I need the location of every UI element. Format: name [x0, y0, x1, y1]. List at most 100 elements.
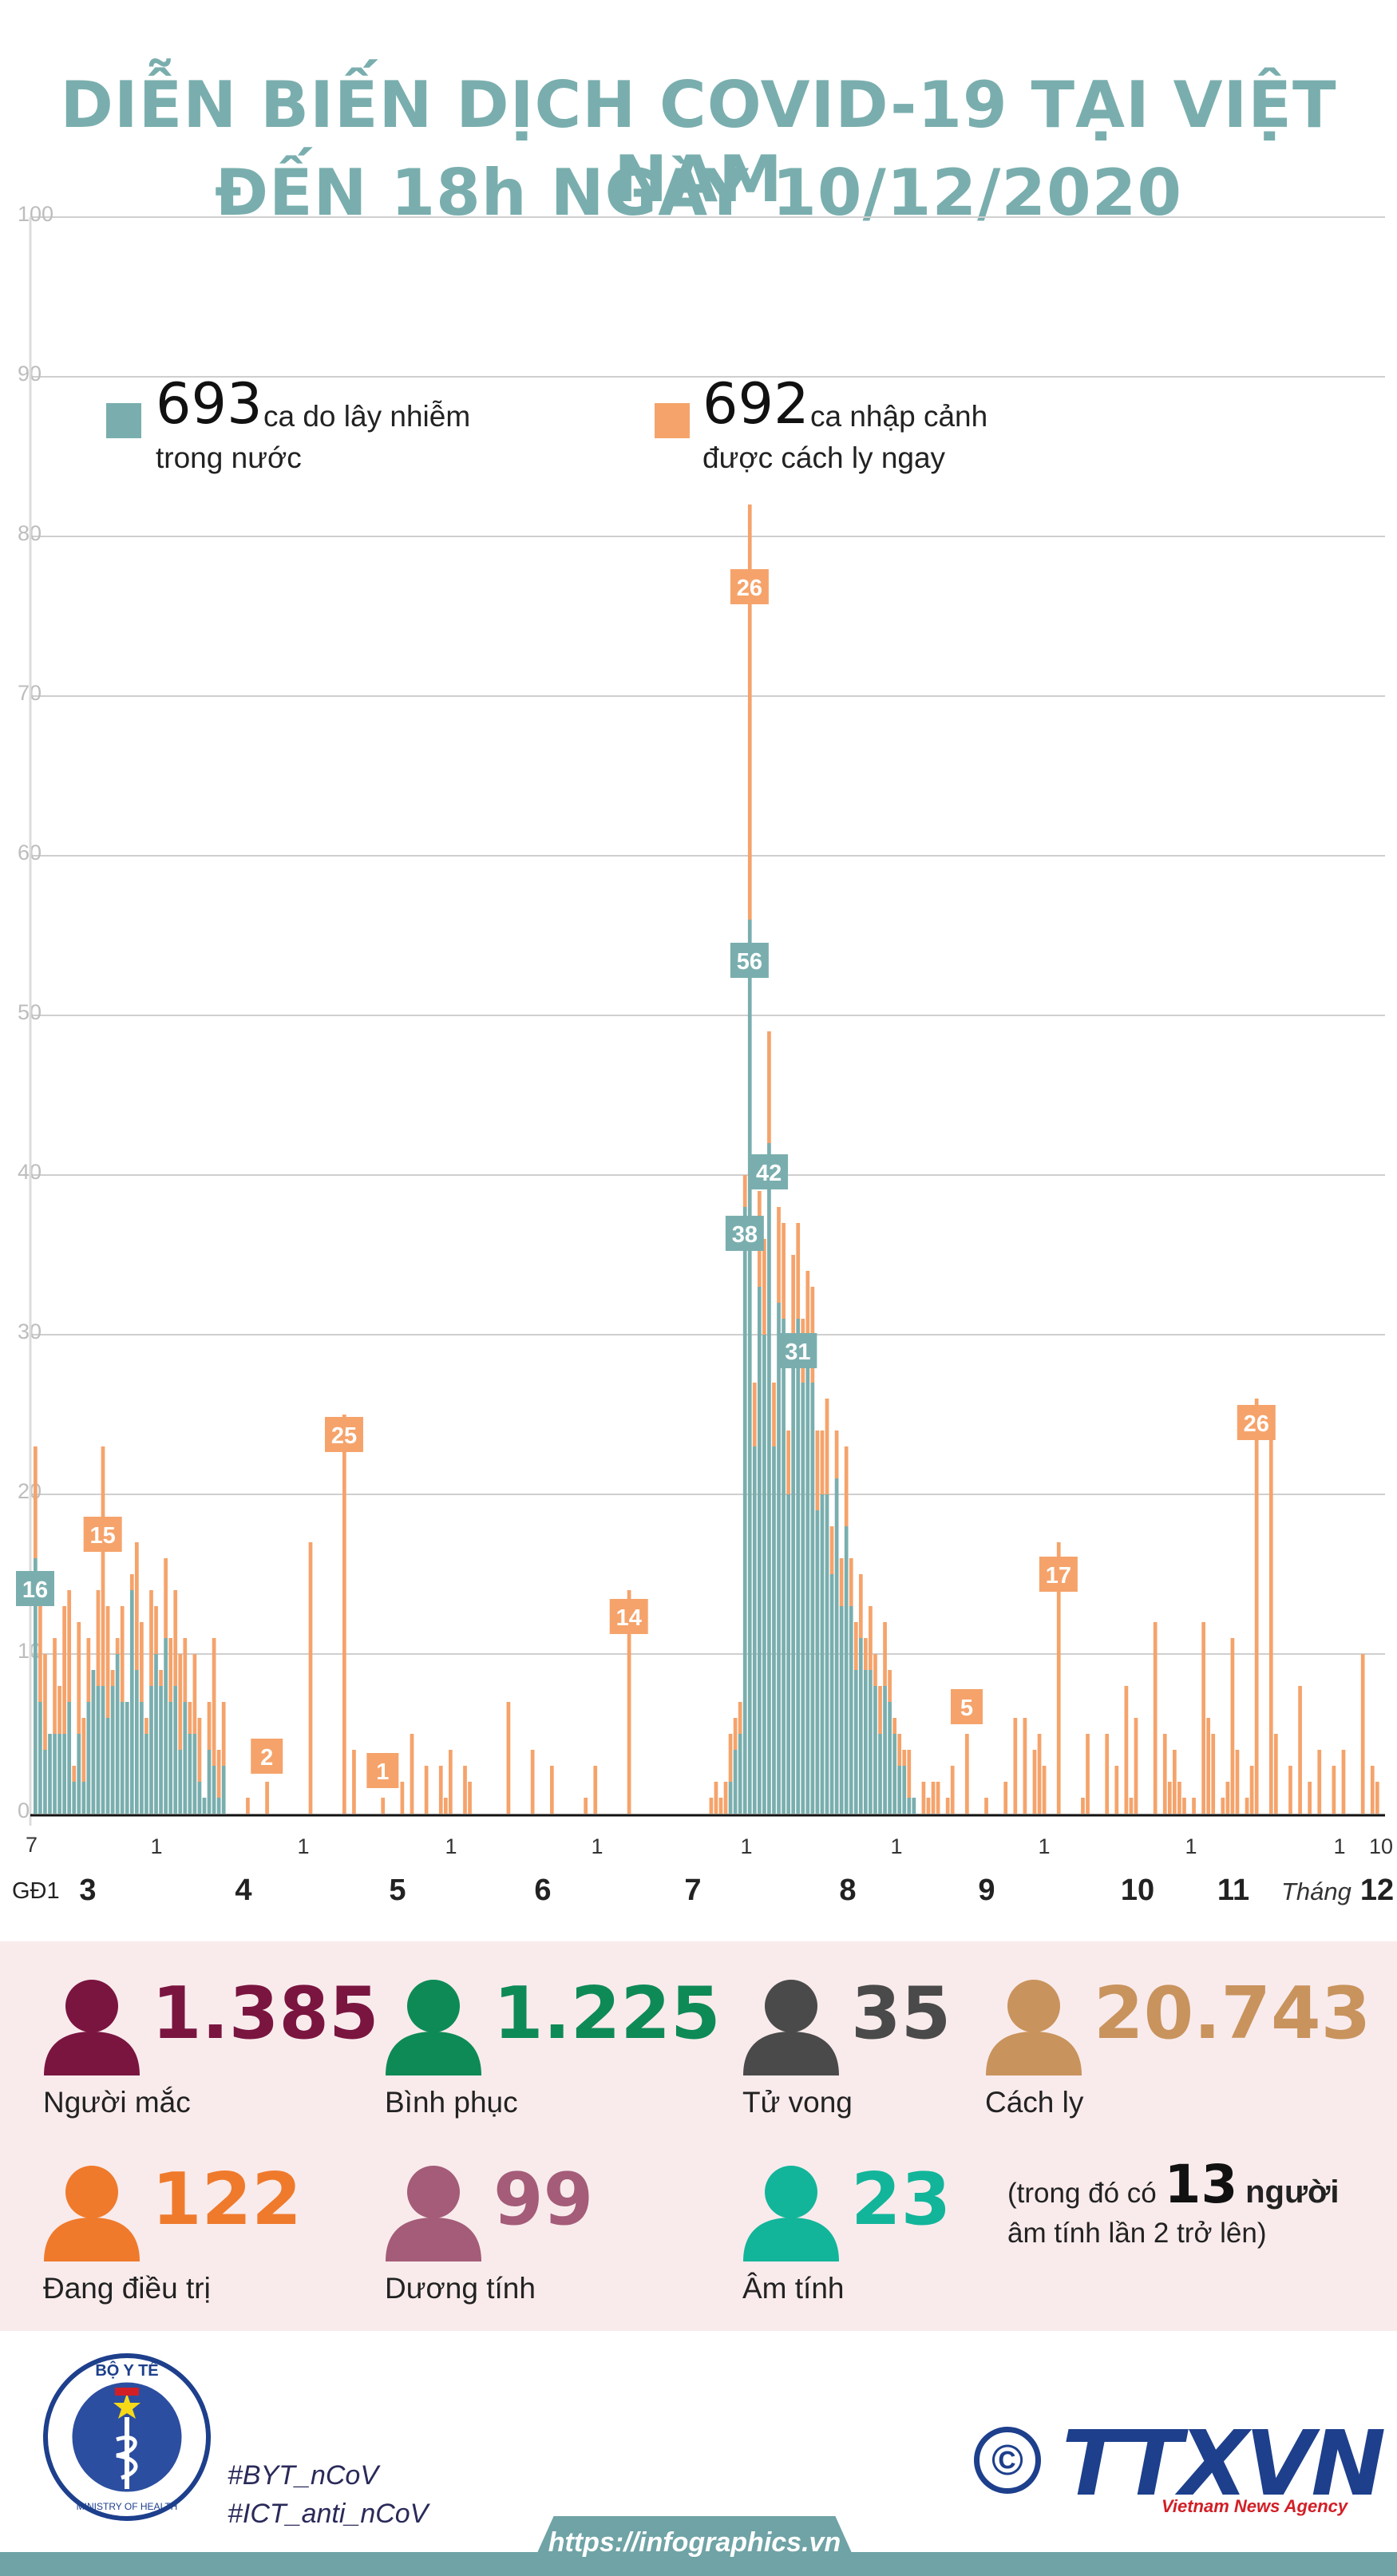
- stat-note: (trong đó có 13 người âm tính lần 2 trở …: [1007, 2159, 1340, 2254]
- bar-imported: [897, 1734, 902, 1766]
- month-label: 5: [389, 1874, 406, 1907]
- month-day1-tick: 1: [591, 1834, 603, 1858]
- bar-imported: [1254, 1399, 1259, 1814]
- bar-imported: [805, 1271, 810, 1351]
- bar-imported: [936, 1782, 940, 1814]
- legend-domestic-number: 693: [156, 371, 263, 437]
- bar-imported: [1206, 1718, 1211, 1814]
- bar-imported: [839, 1558, 844, 1606]
- bar-imported: [43, 1654, 47, 1750]
- bar-imported: [1086, 1734, 1090, 1814]
- ministry-of-health-logo: BỘ Y TẾ MINISTRY OF HEALTH: [43, 2353, 211, 2521]
- bar-imported: [767, 1031, 771, 1143]
- bar-domestic: [888, 1702, 892, 1814]
- month-label: 7: [684, 1874, 701, 1907]
- bar-imported: [1003, 1782, 1008, 1814]
- bar-domestic: [149, 1686, 153, 1814]
- legend-domestic-text2: trong nước: [156, 441, 302, 474]
- bar-domestic: [188, 1734, 192, 1814]
- data-label: 26: [737, 576, 762, 601]
- month-day1-tick: 1: [740, 1834, 752, 1858]
- bar-imported: [77, 1622, 81, 1734]
- data-label-box: [16, 1571, 54, 1606]
- bar-imported: [950, 1766, 955, 1814]
- bar-domestic: [839, 1606, 844, 1814]
- data-label: 31: [785, 1339, 810, 1365]
- bar-domestic: [101, 1686, 105, 1814]
- bar-imported: [168, 1638, 173, 1702]
- data-label-box: [778, 1333, 817, 1368]
- bar-imported: [849, 1558, 853, 1606]
- stat-value: 1.225: [493, 1972, 721, 2056]
- moh-top-text: BỘ Y TẾ: [95, 2360, 158, 2380]
- bar-domestic: [853, 1670, 858, 1814]
- bar-imported: [733, 1718, 738, 1750]
- month-label: 10: [1121, 1874, 1154, 1907]
- stat-label: Dương tính: [385, 2272, 536, 2305]
- data-label-box: [366, 1753, 399, 1788]
- x-start-sub: GĐ1: [12, 1878, 60, 1904]
- bar-domestic: [772, 1446, 776, 1814]
- bar-imported: [1360, 1654, 1365, 1814]
- bar-imported: [381, 1798, 386, 1814]
- bar-imported: [820, 1430, 825, 1494]
- legend-imported-text2: được cách ly ngay: [702, 441, 946, 474]
- month-label: 8: [839, 1874, 856, 1907]
- data-label: 25: [331, 1423, 357, 1449]
- note-line2: âm tính lần 2 trở lên): [1007, 2218, 1267, 2249]
- bar-imported: [1298, 1686, 1302, 1814]
- month-label: 9: [978, 1874, 995, 1907]
- note-suffix: người: [1245, 2174, 1340, 2210]
- data-label-box: [1039, 1557, 1078, 1592]
- bar-domestic: [777, 1303, 781, 1814]
- data-label-box: [324, 1417, 363, 1452]
- bar-domestic: [791, 1335, 796, 1814]
- data-label: 2: [260, 1745, 273, 1771]
- person-icon: [386, 2166, 481, 2261]
- bar-imported: [207, 1702, 212, 1750]
- bar-imported: [984, 1798, 988, 1814]
- data-label: 38: [732, 1222, 758, 1248]
- bar-domestic: [796, 1319, 801, 1814]
- bar-imported: [873, 1654, 877, 1686]
- month-day1-tick: 1: [297, 1834, 309, 1858]
- month-label: 12: [1360, 1874, 1394, 1907]
- bar-imported: [1201, 1622, 1205, 1814]
- bar-imported: [1114, 1766, 1119, 1814]
- person-icon: [743, 2166, 839, 2261]
- bar-imported: [34, 1446, 38, 1558]
- bar-domestic: [902, 1766, 907, 1814]
- bar-imported: [96, 1590, 101, 1686]
- footer-url-link[interactable]: https://infographics.vn: [548, 2527, 841, 2558]
- bar-imported: [907, 1750, 912, 1798]
- bar-domestic: [844, 1526, 849, 1814]
- bar-imported: [892, 1718, 897, 1734]
- bar-imported: [1013, 1718, 1018, 1814]
- month-day1-tick: 1: [150, 1834, 162, 1858]
- bar-imported: [1308, 1782, 1312, 1814]
- bar-domestic: [197, 1782, 202, 1814]
- bar-imported: [709, 1798, 714, 1814]
- bar-domestic: [820, 1494, 825, 1814]
- month-day1-tick: 1: [445, 1834, 457, 1858]
- bar-imported: [144, 1718, 148, 1734]
- data-label-box: [750, 1154, 789, 1189]
- bar-imported: [149, 1590, 153, 1686]
- stats-panel: [0, 1941, 1397, 2331]
- data-label-box: [725, 1216, 764, 1251]
- bar-imported: [129, 1574, 134, 1590]
- moh-bottom-text: MINISTRY OF HEALTH: [77, 2501, 178, 2512]
- bar-imported: [449, 1750, 453, 1814]
- bar-domestic: [96, 1686, 101, 1814]
- bar-imported: [38, 1606, 42, 1702]
- stat-label: Đang điều trị: [43, 2272, 211, 2305]
- bar-domestic: [168, 1702, 173, 1814]
- bar-imported: [1341, 1750, 1346, 1814]
- bar-imported: [216, 1750, 221, 1798]
- bar-domestic: [192, 1734, 197, 1814]
- data-label-box: [730, 943, 769, 978]
- bar-domestic: [767, 1143, 771, 1814]
- bar-imported: [188, 1702, 192, 1734]
- bar-domestic: [77, 1734, 81, 1814]
- bar-domestic: [57, 1734, 61, 1814]
